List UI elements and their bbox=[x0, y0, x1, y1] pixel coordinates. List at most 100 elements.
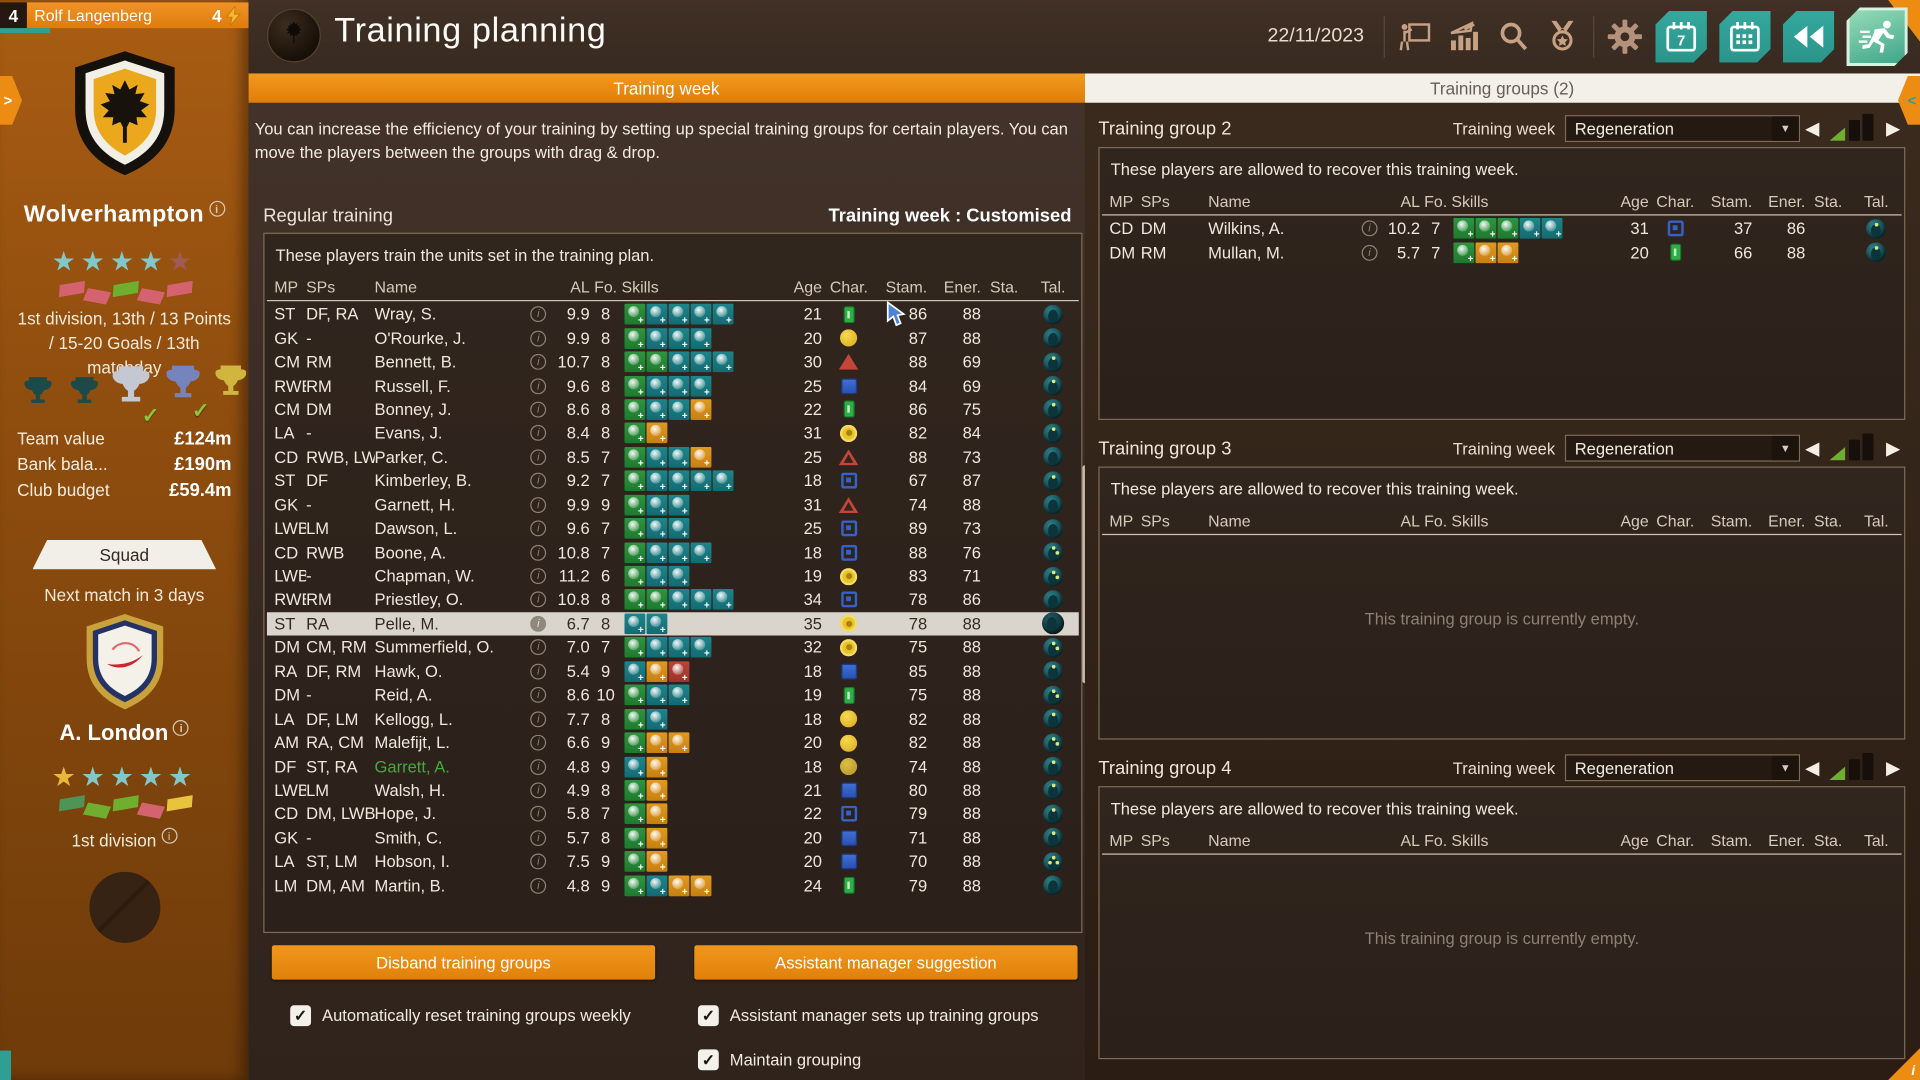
table-row[interactable]: ST DF Kimberley, B. i 9.2 7 18 67 87 bbox=[267, 469, 1079, 493]
player-name[interactable]: Chapman, W. bbox=[374, 566, 475, 586]
info-icon[interactable]: i bbox=[530, 639, 547, 656]
table-row[interactable]: DF ST, RA Garrett, A. i 4.8 9 18 74 88 bbox=[267, 755, 1079, 779]
prev-week-arrow[interactable]: ◀ bbox=[1805, 757, 1820, 779]
info-icon[interactable]: i bbox=[530, 544, 547, 561]
table-row[interactable]: RA DF, RM Hawk, O. i 5.4 9 18 85 88 bbox=[267, 659, 1079, 683]
opponent-info-icon[interactable]: i bbox=[173, 720, 190, 736]
info-icon[interactable]: i bbox=[530, 520, 547, 537]
player-name[interactable]: O'Rourke, J. bbox=[374, 328, 466, 348]
checkbox-maintain-grouping[interactable]: ✓ Maintain grouping bbox=[697, 1049, 861, 1071]
table-row[interactable]: RWBRM Russell, F. i 9.6 8 25 84 69 bbox=[267, 374, 1079, 398]
info-icon[interactable]: i bbox=[530, 711, 547, 727]
table-row[interactable]: RWBRM Priestley, O. i 10.8 8 34 78 86 bbox=[267, 588, 1079, 612]
info-icon[interactable]: i bbox=[530, 615, 547, 632]
player-name[interactable]: Summerfield, O. bbox=[374, 638, 494, 657]
player-name[interactable]: Hawk, O. bbox=[374, 662, 443, 681]
player-name[interactable]: Garnett, H. bbox=[374, 495, 456, 514]
tab-training-groups[interactable]: Training groups (2) bbox=[1084, 73, 1920, 103]
training-week-dropdown[interactable]: Regeneration ▼ bbox=[1564, 115, 1801, 143]
table-row[interactable]: LA- Evans, J. i 8.4 8 31 82 84 bbox=[267, 421, 1079, 445]
player-name[interactable]: Parker, C. bbox=[374, 447, 449, 467]
info-icon[interactable]: i bbox=[530, 853, 547, 870]
player-name[interactable]: Reid, A. bbox=[374, 685, 433, 705]
table-row[interactable]: DM- Reid, A. i 8.6 10 19 75 88 bbox=[267, 683, 1079, 707]
player-name[interactable]: Wilkins, A. bbox=[1208, 219, 1285, 238]
club-info-icon[interactable]: i bbox=[208, 200, 225, 217]
player-name[interactable]: Kimberley, B. bbox=[374, 471, 472, 491]
player-name[interactable]: Russell, F. bbox=[374, 376, 451, 395]
player-name[interactable]: Priestley, O. bbox=[374, 590, 464, 610]
sidebar-expand-tab[interactable]: > bbox=[0, 75, 23, 125]
player-name[interactable]: Malefijt, L. bbox=[374, 733, 450, 752]
info-icon[interactable]: i bbox=[530, 663, 547, 680]
player-name[interactable]: Hope, J. bbox=[374, 804, 437, 824]
table-row[interactable]: CD RWB Boone, A. i 10.8 7 18 88 76 bbox=[267, 540, 1079, 564]
info-icon[interactable]: i bbox=[530, 472, 547, 489]
panel-collapse-tab[interactable]: < bbox=[1897, 75, 1920, 125]
player-name[interactable]: Mullan, M. bbox=[1208, 243, 1285, 262]
assistant-suggestion-button[interactable]: Assistant manager suggestion bbox=[694, 945, 1078, 980]
player-name[interactable]: Wray, S. bbox=[374, 305, 437, 324]
rewind-button[interactable] bbox=[1783, 11, 1834, 62]
next-week-arrow[interactable]: ▶ bbox=[1885, 437, 1901, 459]
table-row[interactable]: CD RWB, LWBParker, C. i 8.5 7 25 88 73 bbox=[267, 445, 1079, 469]
player-name[interactable]: Martin, B. bbox=[374, 876, 446, 895]
player-name[interactable]: Hobson, I. bbox=[374, 852, 450, 871]
table-row[interactable]: CM DM Bonney, J. i 8.6 8 22 86 75 bbox=[267, 398, 1079, 422]
checkbox-assistant-sets[interactable]: ✓ Assistant manager sets up training gro… bbox=[697, 1005, 1039, 1027]
checkbox-icon[interactable]: ✓ bbox=[290, 1005, 312, 1027]
info-icon[interactable]: i bbox=[530, 449, 547, 466]
info-icon[interactable]: i bbox=[530, 830, 547, 846]
table-row[interactable]: DM CM, RM Summerfield, O. i 7.0 7 32 75 88 bbox=[267, 636, 1079, 660]
player-name[interactable]: Dawson, L. bbox=[374, 519, 458, 538]
info-icon[interactable]: i bbox=[530, 734, 547, 751]
table-row[interactable]: LM DM, AM Martin, B. i 4.8 9 24 79 88 bbox=[267, 874, 1079, 898]
disband-groups-button[interactable]: Disband training groups bbox=[271, 945, 656, 980]
next-week-arrow[interactable]: ▶ bbox=[1885, 757, 1901, 779]
table-row[interactable]: ST DF, RA Wray, S. i 9.9 8 21 86 88 bbox=[267, 302, 1079, 326]
info-icon[interactable]: i bbox=[530, 306, 547, 323]
tab-training-week[interactable]: Training week bbox=[248, 73, 1085, 103]
calendar-month-button[interactable] bbox=[1719, 11, 1770, 62]
club-crest[interactable] bbox=[64, 49, 184, 182]
stats-chart-icon[interactable] bbox=[1446, 18, 1483, 55]
training-button[interactable] bbox=[1847, 7, 1908, 66]
medal-icon[interactable] bbox=[1544, 18, 1581, 55]
player-name[interactable]: Boone, A. bbox=[374, 543, 447, 562]
squad-button[interactable]: Squad bbox=[32, 540, 216, 569]
manager-bar[interactable]: 4 Rolf Langenberg 4 bbox=[0, 2, 249, 29]
calendar-week-button[interactable]: 7 bbox=[1656, 11, 1707, 62]
player-name[interactable]: Pelle, M. bbox=[374, 614, 439, 633]
player-name[interactable]: Evans, J. bbox=[374, 424, 443, 443]
table-row[interactable]: AM RA, CM Malefijt, L. i 6.6 9 20 82 88 bbox=[267, 731, 1079, 755]
table-row[interactable]: LA ST, LM Hobson, I. i 7.5 9 20 70 88 bbox=[267, 850, 1079, 874]
info-icon[interactable]: i bbox=[530, 377, 547, 394]
info-icon[interactable]: i bbox=[530, 806, 547, 823]
info-icon[interactable]: i bbox=[530, 877, 547, 894]
checkbox-icon[interactable]: ✓ bbox=[697, 1049, 719, 1071]
info-icon[interactable]: i bbox=[530, 782, 547, 799]
info-icon[interactable]: i bbox=[530, 687, 547, 704]
table-row[interactable]: CD DM Wilkins, A. i 10.2 7 31 37 86 bbox=[1102, 217, 1902, 241]
player-name[interactable]: Walsh, H. bbox=[374, 781, 446, 800]
search-icon[interactable] bbox=[1495, 18, 1532, 55]
player-name[interactable]: Bennett, B. bbox=[374, 352, 457, 372]
info-icon[interactable]: i bbox=[530, 401, 547, 418]
checkbox-auto-reset[interactable]: ✓ Automatically reset training groups we… bbox=[290, 1005, 631, 1027]
info-icon[interactable]: i bbox=[530, 330, 547, 347]
table-row[interactable]: LA DF, LM Kellogg, L. i 7.7 8 18 82 88 bbox=[267, 707, 1079, 731]
table-row[interactable]: GK- Garnett, H. i 9.9 9 31 74 88 bbox=[267, 493, 1079, 517]
prev-week-arrow[interactable]: ◀ bbox=[1805, 118, 1820, 139]
table-row[interactable]: LWB- Chapman, W. i 11.2 6 19 83 71 bbox=[267, 564, 1079, 588]
info-icon[interactable]: i bbox=[530, 592, 547, 608]
player-name[interactable]: Garrett, A. bbox=[374, 757, 450, 776]
info-icon[interactable]: i bbox=[530, 425, 547, 442]
opponent-division-info-icon[interactable]: i bbox=[161, 827, 178, 844]
info-icon[interactable]: i bbox=[1361, 220, 1378, 237]
training-week-dropdown[interactable]: Regeneration ▼ bbox=[1564, 754, 1801, 782]
